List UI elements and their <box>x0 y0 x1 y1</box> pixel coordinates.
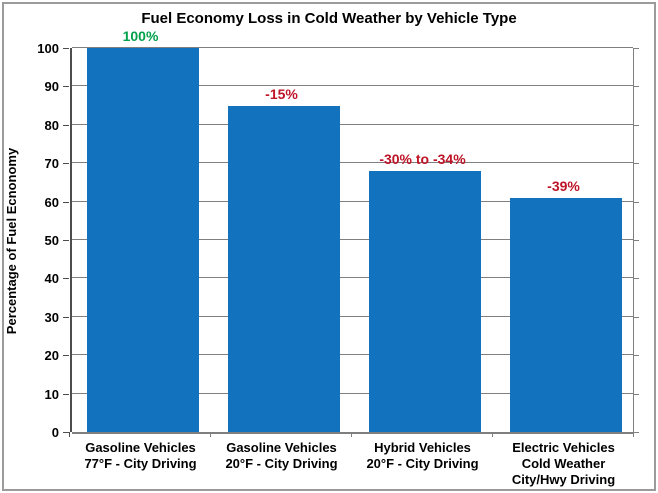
y-axis-tick-right <box>634 393 639 395</box>
y-axis-tick-right <box>634 163 639 165</box>
x-axis-label: Electric Vehicles Cold Weather City/Hwy Dr… <box>493 440 634 488</box>
plot-area <box>70 47 634 434</box>
x-axis-label-line: Gasoline Vehicles <box>85 440 196 455</box>
bar-value-label: 100% <box>122 28 159 44</box>
y-axis-tick <box>63 240 69 241</box>
y-axis-tick-label: 40 <box>44 271 59 287</box>
gridline <box>72 315 633 317</box>
gridline <box>72 162 633 164</box>
y-axis-tick-right <box>634 48 639 49</box>
y-axis-tick <box>63 316 69 318</box>
x-axis-label: Gasoline Vehicles 77°F - City Driving <box>70 440 211 472</box>
y-axis-tick-label: 50 <box>44 233 59 248</box>
y-axis-tick-label: 10 <box>44 386 59 402</box>
y-axis-tick <box>63 393 69 395</box>
y-axis-tick-label: 70 <box>44 156 59 172</box>
x-axis-label-line: Hybrid Vehicles <box>374 440 471 455</box>
x-axis-label-line: City/Hwy Driving <box>511 472 616 487</box>
gridline <box>72 432 633 434</box>
bar <box>509 197 622 432</box>
x-axis-tick <box>633 432 634 437</box>
x-axis-label-line: 20°F - City Driving <box>225 456 338 471</box>
y-axis-tick-label: 80 <box>44 117 59 133</box>
chart-title: Fuel Economy Loss in Cold Weather by Veh… <box>141 10 517 27</box>
y-axis-tick-right <box>634 355 639 357</box>
gridline <box>72 392 633 394</box>
y-axis-tick-right <box>634 240 639 241</box>
y-axis-tick <box>63 201 69 203</box>
gridline <box>72 47 633 48</box>
y-axis-tick <box>63 432 69 433</box>
y-axis-tick-label: 0 <box>51 425 59 440</box>
bar-value-label: -15% <box>265 85 298 102</box>
gridline <box>72 123 633 125</box>
x-axis-label-line: Electric Vehicles <box>512 440 615 455</box>
y-axis-tick-right <box>634 86 639 88</box>
y-axis-tick-label: 30 <box>44 309 59 325</box>
bar-value-label: -30% to -34% <box>379 150 466 167</box>
gridline <box>72 354 633 356</box>
x-axis-label-line: Gasoline Vehicles <box>226 440 337 455</box>
bar-value-label: -39% <box>547 177 580 194</box>
bar <box>86 48 199 432</box>
y-axis-tick-label: 20 <box>44 348 59 364</box>
gridline <box>72 277 633 279</box>
x-axis-label-line: 20°F - City Driving <box>366 456 479 471</box>
y-axis-tick-label: 90 <box>44 79 59 95</box>
y-axis-title: Percentage of Fuel Ecnonomy <box>4 147 19 335</box>
y-axis-tick <box>63 48 69 49</box>
x-axis-label-line: Cold Weather <box>521 456 606 471</box>
x-axis-label-line: 77°F - City Driving <box>84 456 197 471</box>
x-axis-tick <box>210 432 211 437</box>
y-axis-tick-right <box>634 201 639 203</box>
y-axis-tick <box>63 355 69 357</box>
y-axis-tick <box>63 86 69 88</box>
x-axis-tick <box>351 432 352 437</box>
x-axis-tick <box>492 432 493 437</box>
y-axis-tick-right <box>634 124 639 126</box>
gridline <box>72 85 633 87</box>
y-axis-stub <box>69 432 70 437</box>
y-axis-tick-right <box>634 432 639 433</box>
bar <box>368 170 481 432</box>
y-axis-tick-label: 100 <box>37 41 59 56</box>
y-axis-tick <box>63 163 69 165</box>
gridline <box>72 200 633 202</box>
y-axis-tick-right <box>634 316 639 318</box>
y-axis-tick-right <box>634 278 639 280</box>
x-axis-label: Hybrid Vehicles 20°F - City Driving <box>352 440 493 472</box>
y-axis-tick <box>63 124 69 126</box>
gridline <box>72 239 633 240</box>
x-axis-label: Gasoline Vehicles 20°F - City Driving <box>211 440 352 472</box>
y-axis-tick-label: 60 <box>44 194 59 210</box>
bar <box>227 105 340 432</box>
y-axis-tick <box>63 278 69 280</box>
